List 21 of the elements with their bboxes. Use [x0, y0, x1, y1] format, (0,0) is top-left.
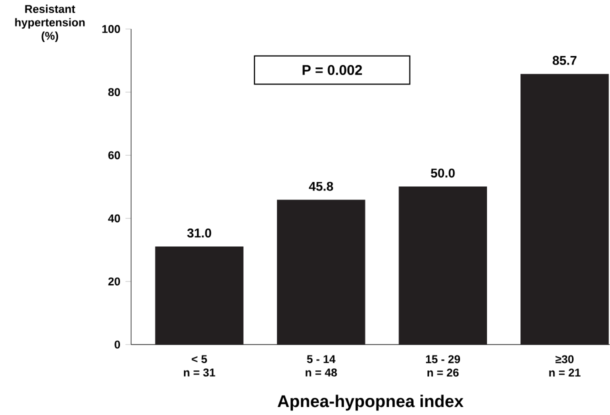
- data-label: 45.8: [308, 182, 334, 191]
- x-tick-label: 5 - 14 n = 48: [306, 355, 337, 376]
- x-tick-label: ≥30 n = 21: [549, 355, 580, 376]
- x-axis-title: Apnea-hypopnea index: [278, 394, 464, 410]
- y-tick-label: 40: [108, 214, 120, 222]
- y-tick-label: 80: [108, 88, 120, 96]
- bar: [520, 74, 609, 344]
- data-label: 85.7: [552, 56, 576, 65]
- y-tick-label: 100: [102, 24, 120, 33]
- y-tick-label: 0: [114, 340, 120, 348]
- data-label: 31.0: [187, 228, 212, 238]
- x-tick-label: 15 - 29 n = 26: [426, 355, 460, 376]
- bar: [155, 246, 244, 344]
- y-tick-label: 60: [108, 151, 120, 160]
- bar: [276, 200, 366, 344]
- data-label: 50.0: [430, 168, 455, 178]
- x-tick-label: < 5 n = 31: [184, 355, 216, 376]
- annotation: P = 0.002: [302, 64, 362, 75]
- y-axis-title: Resistant hypertension (%): [15, 4, 85, 42]
- y-tick-label: 20: [108, 277, 120, 286]
- bar: [398, 186, 487, 344]
